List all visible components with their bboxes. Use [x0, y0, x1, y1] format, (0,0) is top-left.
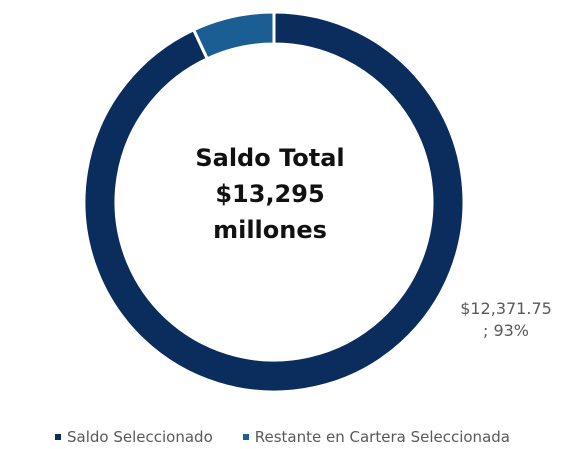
legend-item-saldo-seleccionado: Saldo Seleccionado [55, 428, 213, 446]
center-title-line-1: Saldo Total [195, 144, 345, 172]
data-label-percent: ; 93% [482, 321, 530, 340]
chart-center-title: Saldo Total $13,295 millones [150, 140, 390, 248]
data-label-saldo-seleccionado: $12,371.75 ; 93% [448, 298, 564, 342]
legend-swatch-saldo-seleccionado [55, 434, 62, 440]
legend-swatch-restante [242, 434, 249, 440]
legend-label-restante: Restante en Cartera Seleccionada [254, 428, 510, 446]
legend-label-saldo-seleccionado: Saldo Seleccionado [67, 428, 213, 446]
donut-slice-restante-en-cartera-seleccionada [191, 10, 276, 61]
legend-item-restante: Restante en Cartera Seleccionada [242, 428, 510, 446]
chart-legend: Saldo Seleccionado Restante en Cartera S… [0, 428, 565, 446]
center-title-line-3: millones [213, 216, 327, 244]
donut-slice-saldo-seleccionado [82, 10, 466, 394]
center-title-line-2: $13,295 [215, 180, 325, 208]
data-label-value: $12,371.75 [460, 299, 552, 318]
